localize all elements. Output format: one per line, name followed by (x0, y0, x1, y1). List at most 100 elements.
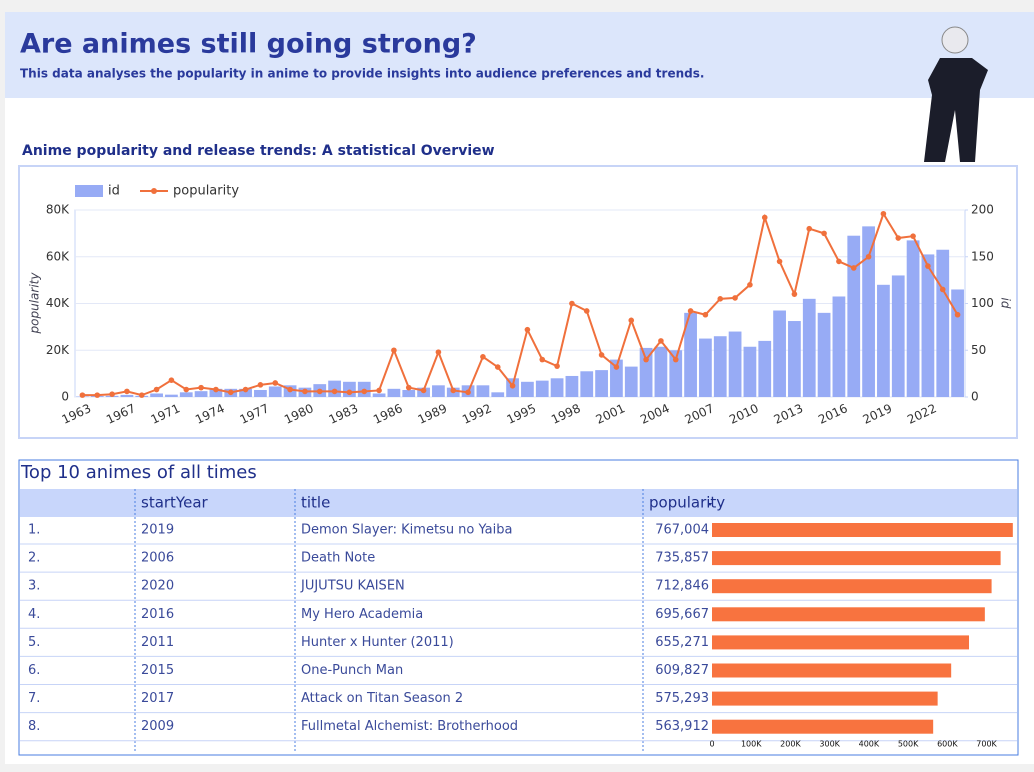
year-cell: 2017 (141, 691, 174, 706)
column-header: popularity (649, 494, 725, 512)
bar (535, 380, 549, 397)
line-point (94, 392, 101, 398)
year-cell: 2019 (141, 523, 174, 538)
line-point (865, 253, 872, 260)
popularity-cell: 767,004 (655, 523, 709, 538)
header-band (5, 12, 1034, 98)
bar (565, 375, 579, 397)
title-cell: Death Note (301, 551, 375, 566)
sort-arrow (708, 503, 712, 506)
bar-axis-label: 500K (898, 740, 919, 749)
bar (372, 393, 386, 397)
bar (624, 366, 638, 397)
line-point (613, 364, 620, 370)
line-point (747, 282, 753, 288)
popularity-cell: 735,857 (655, 551, 709, 566)
line-point (732, 295, 738, 301)
bar (639, 347, 653, 397)
bar (387, 388, 401, 397)
y-tick-label: 0 (61, 390, 69, 404)
line-point (524, 326, 531, 333)
line-point (376, 387, 382, 394)
line-point (850, 265, 857, 271)
line-point (925, 263, 931, 269)
bar (743, 346, 757, 397)
line-point (79, 392, 86, 398)
popularity-bar (712, 663, 952, 678)
title-cell: Fullmetal Alchemist: Brotherhood (301, 719, 518, 734)
line-point (168, 377, 175, 383)
bar (936, 249, 950, 397)
bar (580, 371, 594, 397)
title-cell: Hunter x Hunter (2011) (301, 635, 454, 650)
bar (713, 336, 727, 397)
y-tick-label: 80K (46, 203, 70, 217)
line-point (583, 308, 590, 314)
page-subtitle: This data analyses the popularity in ani… (20, 67, 704, 81)
popularity-cell: 609,827 (655, 663, 709, 678)
bar (699, 338, 712, 397)
year-cell: 2011 (141, 635, 174, 650)
popularity-cell: 695,667 (655, 607, 709, 622)
bar (476, 385, 490, 397)
bar (817, 312, 831, 397)
line-point (346, 389, 353, 396)
legend-swatch (151, 188, 157, 194)
line-point (954, 311, 961, 318)
popularity-cell: 575,293 (655, 691, 709, 706)
bar (209, 388, 223, 397)
line-point (257, 382, 264, 388)
line-point (658, 338, 664, 344)
bar (610, 359, 623, 397)
y2-tick-label: 50 (971, 343, 986, 357)
line-point (494, 364, 501, 370)
line-point (198, 384, 204, 391)
line-point (302, 388, 308, 395)
bar (254, 389, 267, 397)
rank-cell: 6. (28, 663, 40, 678)
popularity-bar (712, 607, 985, 622)
line-point (480, 353, 486, 360)
line-point (227, 389, 234, 396)
chart-title: Anime popularity and release trends: A s… (22, 143, 495, 159)
bar (906, 240, 920, 397)
line-point (420, 387, 427, 394)
line-point (391, 347, 397, 354)
line-point (435, 349, 442, 355)
y2-tick-label: 200 (971, 203, 994, 217)
bar-axis-label: 400K (859, 740, 880, 749)
bar-axis-label: 300K (819, 740, 840, 749)
table-header-row (20, 489, 1017, 517)
bar (402, 389, 416, 397)
bar (491, 392, 505, 397)
bar (179, 392, 193, 397)
bar (862, 226, 875, 397)
line-point (183, 386, 190, 393)
rank-cell: 4. (28, 607, 40, 622)
legend-label: id (108, 184, 120, 199)
line-point (124, 388, 130, 395)
year-cell: 2006 (141, 551, 174, 566)
line-point (910, 233, 916, 239)
bar-axis-label: 0 (709, 740, 714, 749)
column-header: title (301, 494, 330, 512)
line-point (361, 388, 368, 395)
bar-axis-label: 200K (780, 740, 801, 749)
bar (521, 381, 534, 397)
bar (921, 254, 935, 397)
line-point (836, 258, 842, 265)
popularity-bar (712, 691, 938, 706)
bar (343, 381, 356, 397)
line-point (331, 388, 338, 395)
y-tick-label: 20K (46, 343, 70, 357)
line-point (776, 258, 783, 265)
line-point (287, 386, 293, 393)
line-point (687, 308, 694, 314)
bar (595, 370, 608, 397)
bar (802, 298, 816, 397)
year-cell: 2020 (141, 579, 174, 594)
popularity-bar (712, 523, 1013, 537)
line-point (569, 300, 575, 307)
